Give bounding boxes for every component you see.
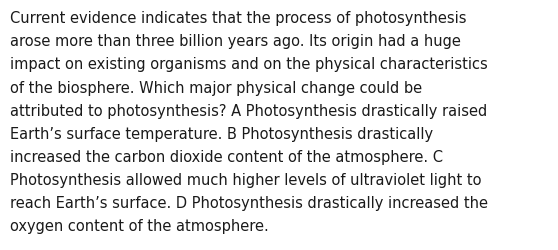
Text: reach Earth’s surface. D Photosynthesis drastically increased the: reach Earth’s surface. D Photosynthesis … bbox=[10, 195, 488, 210]
Text: arose more than three billion years ago. Its origin had a huge: arose more than three billion years ago.… bbox=[10, 34, 461, 49]
Text: Earth’s surface temperature. B Photosynthesis drastically: Earth’s surface temperature. B Photosynt… bbox=[10, 126, 433, 141]
Text: Current evidence indicates that the process of photosynthesis: Current evidence indicates that the proc… bbox=[10, 11, 466, 26]
Text: of the biosphere. Which major physical change could be: of the biosphere. Which major physical c… bbox=[10, 80, 422, 95]
Text: increased the carbon dioxide content of the atmosphere. C: increased the carbon dioxide content of … bbox=[10, 149, 443, 164]
Text: attributed to photosynthesis? A Photosynthesis drastically raised: attributed to photosynthesis? A Photosyn… bbox=[10, 103, 487, 118]
Text: oxygen content of the atmosphere.: oxygen content of the atmosphere. bbox=[10, 218, 269, 233]
Text: impact on existing organisms and on the physical characteristics: impact on existing organisms and on the … bbox=[10, 57, 488, 72]
Text: Photosynthesis allowed much higher levels of ultraviolet light to: Photosynthesis allowed much higher level… bbox=[10, 172, 482, 187]
